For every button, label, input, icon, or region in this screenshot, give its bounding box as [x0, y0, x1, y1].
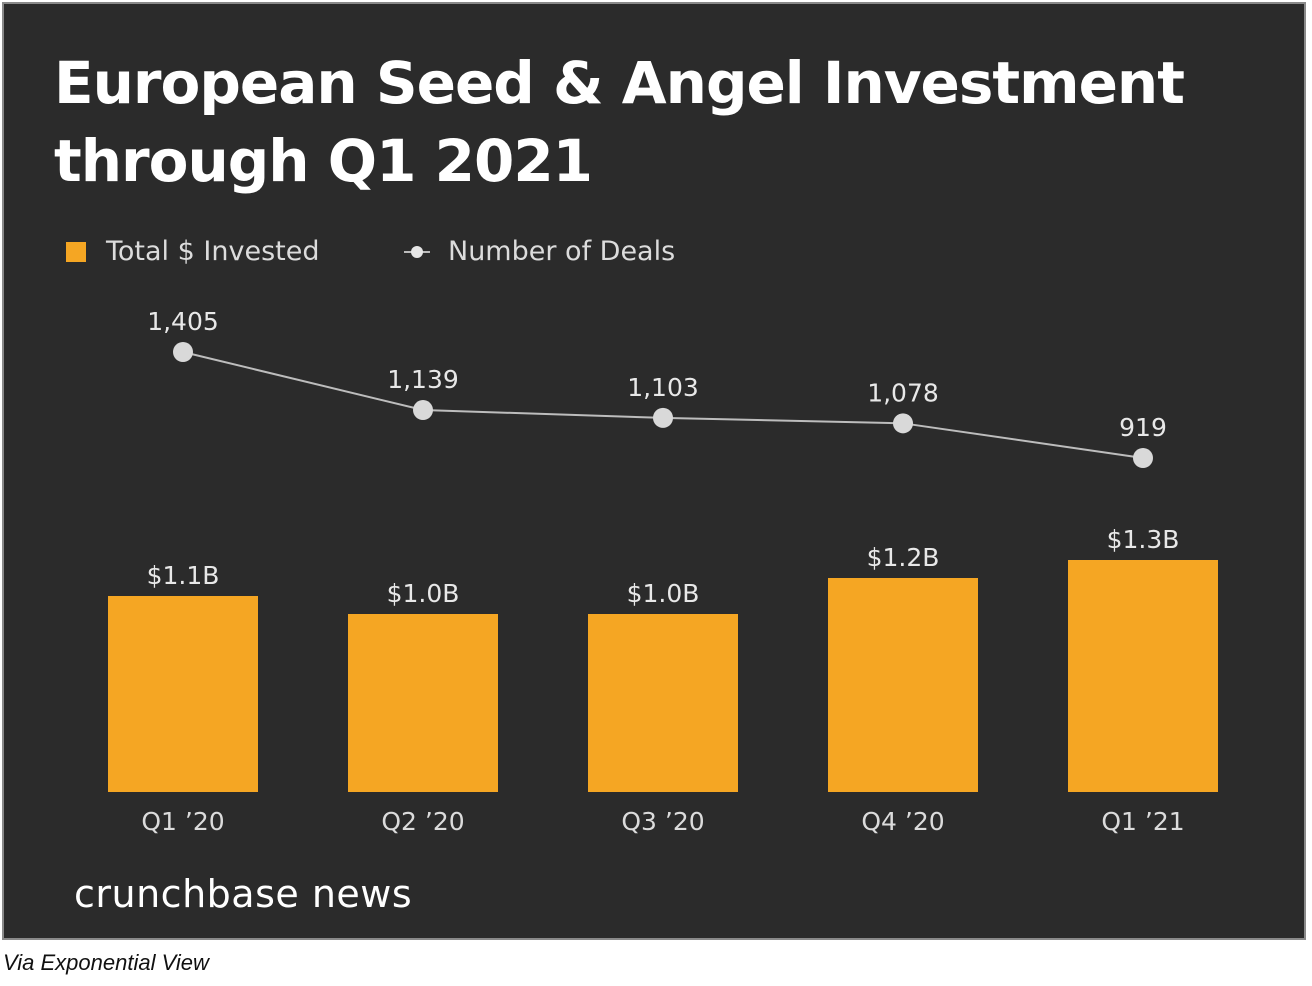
deals-point-2 [413, 400, 433, 421]
bar-value-label-1: $1.1B [147, 561, 220, 590]
legend-label-number-of-deals: Number of Deals [448, 236, 676, 267]
bar-3 [588, 614, 738, 792]
legend-line-marker-icon [404, 242, 430, 262]
bar-value-label-2: $1.0B [387, 579, 460, 608]
deals-value-label-5: 919 [1119, 413, 1167, 442]
legend-item-number-of-deals: Number of Deals [404, 236, 675, 267]
bar-value-label-5: $1.3B [1107, 525, 1180, 554]
deals-point-4 [893, 413, 913, 434]
bar-1 [108, 596, 258, 792]
deals-line [182, 351, 1144, 459]
legend-bar-swatch [66, 241, 86, 262]
source-caption: Via Exponential View [3, 950, 209, 975]
chart-plot: $1.1B Q1 ’20 $1.0B Q2 ’20 $1.0B Q3 ’20 $1.2B Q4… [108, 307, 1218, 836]
deals-value-label-4: 1,078 [867, 378, 939, 407]
x-tick-label-5: Q1 ’21 [1101, 807, 1184, 836]
bar-value-label-4: $1.2B [867, 543, 940, 572]
deals-point-3 [653, 407, 673, 428]
legend-label-total-invested: Total $ Invested [106, 236, 320, 267]
deals-value-label-1: 1,405 [147, 307, 219, 336]
deals-value-label-3: 1,103 [627, 373, 699, 402]
x-tick-label-1: Q1 ’20 [141, 807, 224, 836]
bar-2 [348, 614, 498, 792]
bar-value-label-3: $1.0B [627, 579, 700, 608]
chart-title: European Seed & Angel Investment through… [54, 49, 1185, 195]
deals-value-label-2: 1,139 [387, 365, 459, 394]
legend-item-total-invested: Total $ Invested [66, 236, 319, 267]
x-tick-label-3: Q3 ’20 [621, 807, 704, 836]
brand-logo-text: crunchbase news [74, 872, 413, 916]
x-tick-label-4: Q4 ’20 [861, 807, 944, 836]
x-tick-label-2: Q2 ’20 [381, 807, 464, 836]
deals-point-5 [1133, 448, 1153, 468]
bar-5 [1068, 560, 1218, 792]
bar-4 [828, 578, 978, 792]
chart-panel: European Seed & Angel Investment through… [2, 2, 1306, 940]
deals-point-1 [173, 342, 193, 362]
